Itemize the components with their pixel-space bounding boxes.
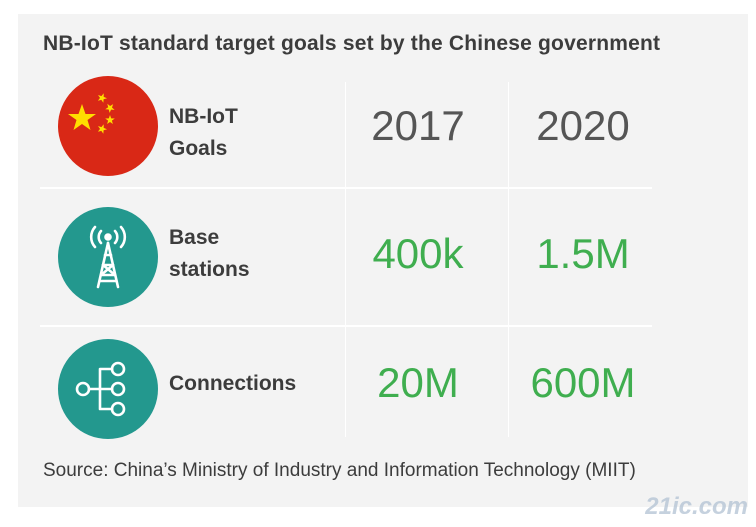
connections-icon	[58, 339, 158, 439]
year-2020: 2020	[536, 102, 630, 149]
base-stations-label: Base stations	[169, 222, 250, 286]
cell-tower-icon	[58, 207, 158, 307]
card-title: NB-IoT standard target goals set by the …	[43, 32, 661, 55]
header-label: NB-IoT Goals	[169, 101, 238, 165]
connections-label: Connections	[169, 368, 296, 400]
row-divider-1	[40, 187, 652, 189]
column-divider-2	[508, 82, 509, 437]
base-stations-2017-value: 400k	[372, 230, 464, 277]
base-stations-label-line1: Base	[169, 226, 220, 249]
connections-label-line1: Connections	[169, 372, 297, 395]
header-label-line1: NB-IoT	[169, 105, 238, 128]
connections-2017-value: 20M	[377, 359, 459, 406]
base-stations-label-line2: stations	[169, 258, 250, 281]
source-note: Source: China’s Ministry of Industry and…	[43, 460, 636, 481]
watermark: 21ic.com	[645, 493, 748, 520]
header-label-line2: Goals	[169, 137, 228, 160]
column-divider-1	[345, 82, 346, 437]
connections-2020-value: 600M	[530, 359, 636, 406]
china-flag-icon	[58, 76, 158, 176]
base-stations-2020-value: 1.5M	[536, 230, 630, 277]
row-divider-2	[40, 325, 652, 327]
year-2017: 2017	[371, 102, 465, 149]
